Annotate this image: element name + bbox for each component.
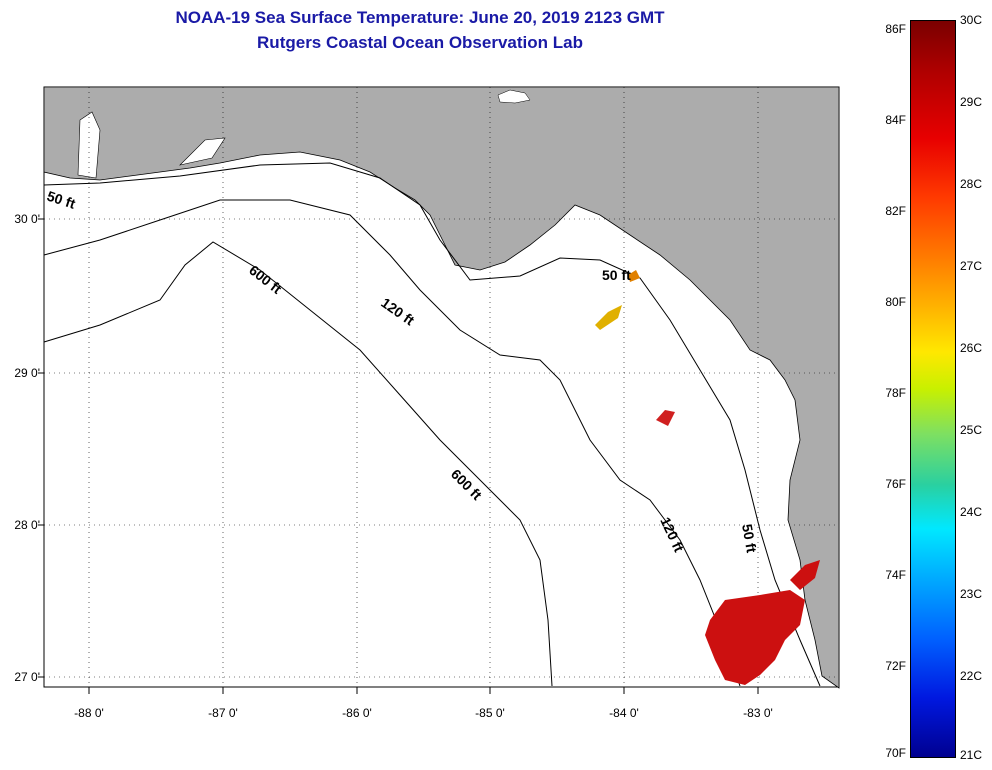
- colorbar-c-label: 26C: [960, 341, 983, 355]
- colorbar-c-label: 22C: [960, 669, 983, 683]
- lat-label: 29 0': [14, 366, 40, 380]
- colorbar-f-label: 84F: [885, 113, 906, 127]
- land-lake: [497, 89, 531, 104]
- colorbar-c-label: 29C: [960, 95, 983, 109]
- sst-patch-mid: [656, 410, 675, 426]
- colorbar-c-label: 23C: [960, 587, 983, 601]
- colorbar-f-label: 82F: [885, 204, 906, 218]
- lon-label: -86 0': [342, 706, 372, 720]
- colorbar-c-label: 30C: [960, 13, 983, 27]
- colorbar-c-label: 25C: [960, 423, 983, 437]
- colorbar-f-label: 78F: [885, 386, 906, 400]
- colorbar-c-label: 27C: [960, 259, 983, 273]
- sst-patches: [595, 270, 820, 685]
- temperature-colorbar: [910, 20, 956, 758]
- lon-label: -84 0': [609, 706, 639, 720]
- sst-patch-orange: [628, 270, 640, 282]
- axis-ticks: [38, 218, 759, 694]
- isobath-600ft-line: [43, 241, 553, 687]
- colorbar-f-label: 70F: [885, 746, 906, 760]
- colorbar-c-label: 24C: [960, 505, 983, 519]
- chart-title: NOAA-19 Sea Surface Temperature: June 20…: [175, 8, 665, 27]
- colorbar-f-label: 74F: [885, 568, 906, 582]
- lon-label: -88 0': [74, 706, 104, 720]
- lat-label: 27 0': [14, 670, 40, 684]
- lon-label: -85 0': [475, 706, 505, 720]
- sst-patch-yellow: [595, 305, 622, 330]
- bay-notch: [77, 111, 101, 179]
- lon-label: -83 0': [743, 706, 773, 720]
- isobath-120ft-line: [43, 199, 741, 687]
- isobath-label: 50 ft: [739, 523, 760, 554]
- land-mass: [43, 86, 840, 689]
- colorbar-c-label: 28C: [960, 177, 983, 191]
- isobath-50ft-line: [43, 162, 821, 687]
- sst-patch-warm-small: [790, 560, 820, 590]
- colorbar-f-label: 80F: [885, 295, 906, 309]
- chart-subtitle: Rutgers Coastal Ocean Observation Lab: [257, 33, 583, 52]
- colorbar-f-label: 72F: [885, 659, 906, 673]
- bay-inlet: [179, 137, 226, 166]
- sst-patch-warm: [705, 590, 805, 685]
- lat-label: 28 0': [14, 518, 40, 532]
- lat-label: 30 0': [14, 212, 40, 226]
- graticule: [44, 87, 839, 687]
- colorbar-f-label: 76F: [885, 477, 906, 491]
- lon-label: -87 0': [208, 706, 238, 720]
- colorbar-f-label: 86F: [885, 22, 906, 36]
- colorbar-c-label: 21C: [960, 748, 983, 762]
- isobath-label: 50 ft: [602, 267, 631, 283]
